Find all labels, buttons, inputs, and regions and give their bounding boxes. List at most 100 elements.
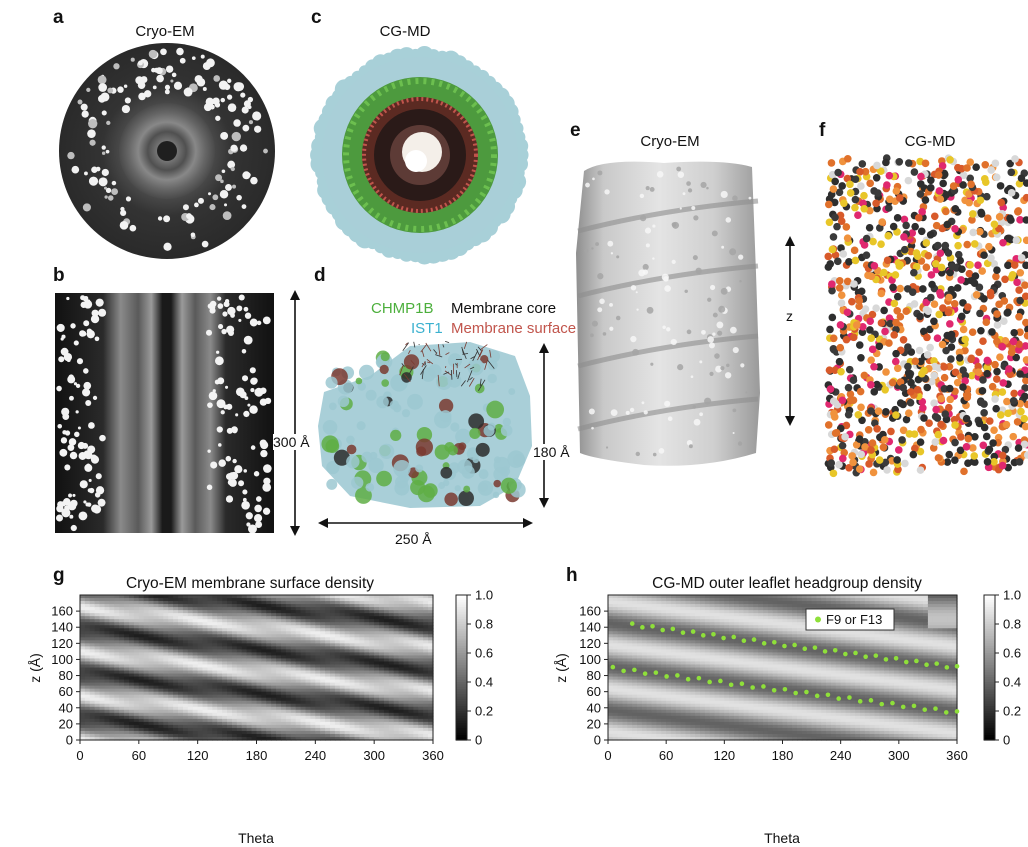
dimension-250-label: 250 Å [395,531,432,547]
dimension-300-label: 300 Å [273,434,310,450]
data-point-f9-f13 [900,704,906,710]
panel-label-f: f [819,120,826,141]
x-tick-label: 120 [187,748,209,763]
y-tick-label: 60 [587,684,601,699]
chart-h-xlabel: Theta [764,830,800,846]
data-point-f9-f13 [761,641,767,646]
panel-e-title: Cryo-EM [640,133,700,150]
data-point-f9-f13 [761,684,766,689]
cryo-em-side-view-image [55,293,274,533]
cg-md-top-view-image [310,45,529,265]
legend-membrane-surface: Membrane surface [451,320,577,337]
data-point-f9-f13 [642,671,648,676]
x-tick-label: 360 [422,748,444,763]
data-point-f9-f13 [832,647,838,653]
data-point-f9-f13 [660,627,665,633]
colorbar-tick-label: 0.6 [475,646,493,661]
panel-label-b: b [53,265,65,286]
colorbar-tick-label: 0.2 [475,704,493,719]
data-point-f9-f13 [632,667,637,673]
cg-md-side-view-image [318,340,532,508]
panel-label-a: a [53,7,64,28]
x-tick-label: 60 [132,748,146,763]
panel-label-e: e [570,120,581,141]
y-tick-label: 0 [66,733,73,748]
data-point-f9-f13 [825,692,831,698]
y-tick-label: 140 [51,620,73,635]
panel-c-title: CG-MD [379,23,431,40]
colorbar-tick-label: 1.0 [475,588,493,603]
legend-membrane-core: Membrane core [451,300,557,317]
data-point-f9-f13 [696,675,702,681]
chart-h-colorbar: 0 0.2 0.4 0.6 0.8 1.0 [983,588,1021,748]
data-point-f9-f13 [822,649,828,654]
y-tick-label: 20 [587,716,601,731]
data-point-f9-f13 [680,630,686,635]
data-point-f9-f13 [771,687,777,693]
x-tick-label: 0 [604,748,611,763]
colorbar-tick-label: 0.8 [1003,617,1021,632]
data-point-f9-f13 [772,639,777,645]
data-point-f9-f13 [933,706,938,711]
data-point-f9-f13 [750,685,755,690]
x-tick-label: 240 [304,748,326,763]
data-point-f9-f13 [911,703,917,709]
chart-g: Cryo-EM membrane surface density 0 60 120 1… [27,575,493,846]
data-point-f9-f13 [664,674,669,679]
data-point-f9-f13 [739,681,745,687]
y-tick-label: 100 [51,652,73,667]
y-tick-label: 120 [51,636,73,651]
panel-label-c: c [311,7,322,28]
data-point-f9-f13 [741,638,747,643]
data-point-f9-f13 [610,664,616,670]
data-point-f9-f13 [903,659,909,665]
data-point-f9-f13 [873,653,879,658]
legend-ist1: IST1 [411,320,443,337]
data-point-f9-f13 [863,654,868,660]
cg-md-beads-image [824,154,1028,478]
x-tick-label: 180 [246,748,268,763]
x-tick-label: 300 [363,748,385,763]
colorbar-tick-label: 0.2 [1003,704,1021,719]
data-point-f9-f13 [675,673,680,678]
panel-a-title: Cryo-EM [135,23,195,40]
data-point-f9-f13 [847,695,852,700]
chart-g-title: Cryo-EM membrane surface density [126,575,374,592]
chart-g-heatmap [80,595,434,741]
x-tick-label: 0 [76,748,83,763]
x-tick-label: 120 [713,748,735,763]
panel-label-h: h [566,565,578,586]
colorbar-tick-label: 0 [1003,733,1010,748]
height-arrow-180 [539,343,549,508]
x-tick-label: 300 [888,748,910,763]
x-tick-label: 240 [830,748,852,763]
data-point-f9-f13 [853,650,858,656]
y-tick-label: 40 [587,700,601,715]
data-point-f9-f13 [843,651,848,657]
data-point-f9-f13 [670,626,676,632]
y-tick-label: 20 [59,716,73,731]
chart-g-xlabel: Theta [238,830,274,846]
legend-chmp1b: CHMP1B [371,300,434,317]
height-arrow-300 [290,290,300,536]
y-tick-label: 100 [579,652,601,667]
data-point-f9-f13 [640,625,645,630]
data-point-f9-f13 [685,676,691,682]
y-tick-label: 40 [59,700,73,715]
data-point-f9-f13 [934,661,940,666]
y-tick-label: 80 [587,668,601,683]
data-point-f9-f13 [728,682,734,688]
data-point-f9-f13 [802,646,808,651]
colorbar-tick-label: 0 [475,733,482,748]
colorbar-tick-label: 0.4 [1003,675,1021,690]
data-point-f9-f13 [782,686,788,692]
panel-label-d: d [314,265,326,286]
data-point-f9-f13 [718,678,723,684]
data-point-f9-f13 [711,631,716,637]
data-point-f9-f13 [812,645,818,650]
data-point-f9-f13 [629,621,635,626]
chart-h-heatmap [608,595,958,741]
dimension-180-label: 180 Å [533,444,570,460]
colorbar-tick-label: 0.6 [1003,646,1021,661]
data-point-f9-f13 [868,698,874,703]
